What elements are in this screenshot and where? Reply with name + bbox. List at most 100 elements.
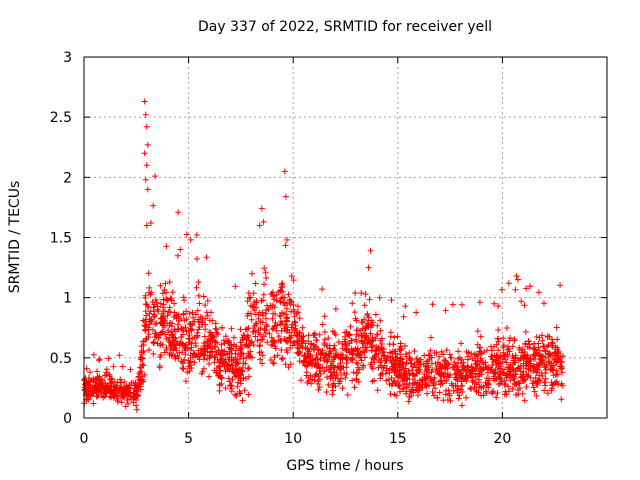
data-point bbox=[165, 308, 172, 315]
data-point bbox=[161, 349, 168, 356]
data-point bbox=[445, 360, 452, 367]
data-point bbox=[351, 309, 358, 316]
data-point bbox=[119, 392, 126, 399]
data-point bbox=[468, 350, 475, 357]
data-point bbox=[285, 364, 292, 371]
data-point bbox=[206, 373, 213, 380]
data-point bbox=[307, 380, 314, 387]
data-point bbox=[332, 354, 339, 361]
data-point bbox=[143, 162, 150, 169]
data-point bbox=[135, 374, 142, 381]
data-point bbox=[270, 325, 277, 332]
data-point bbox=[413, 364, 420, 371]
data-point bbox=[278, 284, 285, 291]
data-point bbox=[494, 353, 501, 360]
data-point bbox=[143, 123, 150, 130]
data-point bbox=[358, 289, 365, 296]
data-point bbox=[428, 368, 435, 375]
data-point bbox=[204, 338, 211, 345]
data-point bbox=[530, 351, 537, 358]
data-point bbox=[258, 205, 265, 212]
data-point bbox=[460, 359, 467, 366]
data-point bbox=[217, 367, 224, 374]
data-point bbox=[358, 332, 365, 339]
data-point bbox=[185, 335, 192, 342]
data-point bbox=[297, 349, 304, 356]
data-point bbox=[161, 324, 168, 331]
data-point bbox=[536, 347, 543, 354]
data-point bbox=[361, 354, 368, 361]
data-point bbox=[550, 372, 557, 379]
data-point bbox=[450, 382, 457, 389]
data-point bbox=[342, 338, 349, 345]
data-point bbox=[196, 324, 203, 331]
data-point bbox=[223, 362, 230, 369]
data-point bbox=[204, 312, 211, 319]
data-point bbox=[341, 370, 348, 377]
data-point bbox=[268, 342, 275, 349]
data-point bbox=[546, 333, 553, 340]
data-point bbox=[410, 363, 417, 370]
data-point bbox=[557, 282, 564, 289]
chart-title: Day 337 of 2022, SRMTID for receiver yel… bbox=[198, 19, 492, 35]
data-point bbox=[377, 327, 384, 334]
data-point bbox=[206, 360, 213, 367]
data-point bbox=[475, 379, 482, 386]
data-point bbox=[406, 370, 413, 377]
data-point bbox=[213, 329, 220, 336]
data-point bbox=[133, 406, 140, 413]
data-point bbox=[489, 353, 496, 360]
x-tick-label: 10 bbox=[284, 431, 302, 447]
data-point bbox=[186, 310, 193, 317]
data-point bbox=[493, 394, 500, 401]
data-point bbox=[344, 346, 351, 353]
data-point bbox=[406, 355, 413, 362]
data-point bbox=[151, 301, 158, 308]
data-point bbox=[308, 358, 315, 365]
data-point bbox=[246, 295, 253, 302]
data-point bbox=[190, 314, 197, 321]
data-point bbox=[332, 346, 339, 353]
data-point bbox=[218, 325, 225, 332]
data-point bbox=[502, 380, 509, 387]
data-point bbox=[85, 388, 92, 395]
data-point bbox=[478, 350, 485, 357]
data-point bbox=[278, 346, 285, 353]
data-point bbox=[449, 301, 456, 308]
data-point bbox=[256, 349, 263, 356]
data-point bbox=[137, 369, 144, 376]
data-point bbox=[370, 319, 377, 326]
data-point bbox=[260, 218, 267, 225]
data-point bbox=[413, 381, 420, 388]
data-point bbox=[349, 300, 356, 307]
data-point bbox=[237, 347, 244, 354]
data-point bbox=[261, 281, 268, 288]
data-point bbox=[446, 351, 453, 358]
data-point bbox=[488, 347, 495, 354]
data-point bbox=[522, 328, 529, 335]
data-point bbox=[313, 363, 320, 370]
data-point bbox=[234, 379, 241, 386]
data-point bbox=[435, 359, 442, 366]
data-point bbox=[343, 360, 350, 367]
data-point bbox=[244, 326, 251, 333]
data-point bbox=[443, 377, 450, 384]
data-point bbox=[145, 303, 152, 310]
data-point bbox=[491, 300, 498, 307]
data-point bbox=[554, 336, 561, 343]
data-point bbox=[349, 377, 356, 384]
data-point bbox=[185, 357, 192, 364]
data-point bbox=[132, 392, 139, 399]
data-point bbox=[291, 326, 298, 333]
data-point bbox=[184, 369, 191, 376]
data-point bbox=[263, 323, 270, 330]
data-point bbox=[489, 390, 496, 397]
data-point bbox=[138, 355, 145, 362]
data-point bbox=[245, 334, 252, 341]
data-point bbox=[534, 368, 541, 375]
data-point bbox=[106, 393, 113, 400]
data-point bbox=[500, 353, 507, 360]
data-point bbox=[338, 371, 345, 378]
data-point bbox=[275, 288, 282, 295]
data-point bbox=[338, 351, 345, 358]
